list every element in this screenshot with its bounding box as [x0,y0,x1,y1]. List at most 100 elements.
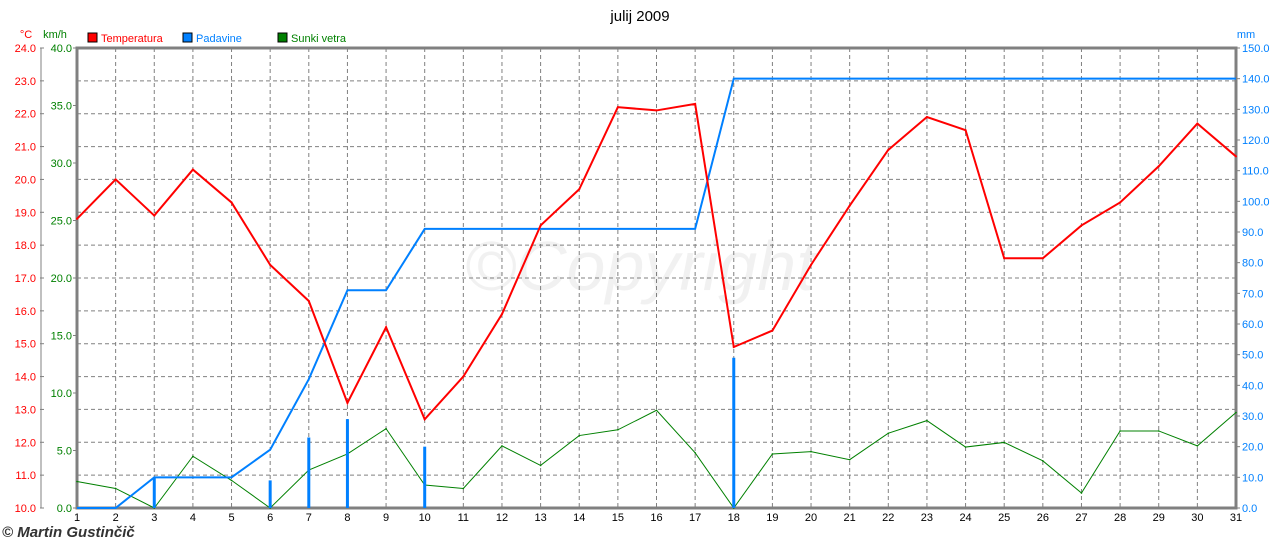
precip-tick-label: 110.0 [1242,166,1269,178]
precip-unit-label: mm [1237,29,1255,41]
precip-tick-label: 10.0 [1242,472,1263,484]
point-temperatura [1080,224,1083,227]
point-sunki-vetra [1119,430,1121,432]
temp-tick-label: 19.0 [15,207,36,219]
x-tick-label: 29 [1153,512,1165,524]
point-temperatura [462,375,465,378]
point-temperatura [346,401,349,404]
point-temperatura [1119,201,1122,204]
temp-tick-label: 20.0 [15,174,36,186]
watermark: ©Copyright [464,227,818,305]
legend-label-temperatura: Temperatura [101,33,164,45]
point-temperatura [1235,155,1237,158]
temp-tick-label: 21.0 [15,142,36,154]
x-tick-label: 6 [267,512,273,524]
wind-tick-label: 5.0 [57,446,72,458]
wind-unit-label: km/h [43,29,67,41]
point-temperatura [269,263,272,266]
point-sunki-vetra [964,446,967,448]
precip-tick-label: 70.0 [1242,288,1263,300]
point-temperatura [771,329,774,332]
precip-tick-label: 130.0 [1242,104,1270,116]
point-sunki-vetra [810,450,812,453]
point-sunki-vetra [1157,430,1160,432]
series-marks [76,77,1237,509]
temp-tick-label: 22.0 [15,109,36,121]
point-temperatura [539,224,542,227]
temp-tick-label: 15.0 [15,339,36,351]
point-sunki-vetra [848,458,851,461]
precip-tick-label: 150.0 [1242,43,1270,55]
point-temperatura [153,214,156,217]
series-line-sunki-vetra [76,409,1237,509]
x-tick-label: 23 [921,512,933,524]
precip-tick-label: 140.0 [1242,74,1270,86]
x-tick-label: 15 [612,512,624,524]
point-sunki-vetra [539,464,542,467]
legend-swatch-temperatura [87,32,98,43]
wind-tick-label: 25.0 [51,216,72,228]
point-temperatura [810,263,813,266]
plot-frame [75,46,1238,510]
precip-tick-label: 80.0 [1242,258,1263,270]
x-tick-label: 12 [496,512,508,524]
point-sunki-vetra [578,434,581,437]
temp-tick-label: 17.0 [15,273,36,285]
precip-tick-label: 100.0 [1242,196,1270,208]
wind-tick-label: 20.0 [51,273,72,285]
point-temperatura [1003,257,1006,260]
point-temperatura [230,201,233,204]
point-sunki-vetra [114,487,117,490]
legend-swatch-padavine [182,32,193,43]
point-temperatura [732,346,735,348]
point-temperatura [887,148,890,151]
x-tick-label: 8 [344,512,350,524]
legend-label-padavine: Padavine [196,33,242,45]
point-sunki-vetra [501,445,503,447]
point-sunki-vetra [230,479,233,482]
wind-tick-label: 10.0 [51,388,72,400]
x-tick-label: 30 [1191,512,1203,524]
point-temperatura [616,106,619,109]
point-temperatura [848,204,851,207]
point-sunki-vetra [1235,411,1237,414]
temp-tick-label: 16.0 [15,306,36,318]
temp-tick-label: 12.0 [15,437,36,449]
point-temperatura [964,129,967,132]
x-tick-label: 11 [458,512,469,524]
point-sunki-vetra [1080,492,1083,494]
temp-tick-label: 18.0 [15,240,36,252]
x-tick-label: 16 [650,512,662,524]
point-sunki-vetra [76,480,78,483]
precip-tick-label: 60.0 [1242,319,1263,331]
point-temperatura [1196,122,1199,125]
x-tick-label: 18 [728,512,740,524]
chart-title: julij 2009 [609,8,669,25]
legend: Temperatura Padavine Sunki vetra [87,32,347,45]
point-temperatura [191,168,194,171]
temp-tick-label: 24.0 [15,43,36,55]
x-tick-label: 5 [228,512,234,524]
temp-tick-label: 13.0 [15,404,36,416]
precip-tick-label: 90.0 [1242,227,1263,239]
x-tick-label: 10 [419,512,431,524]
x-tick-label: 24 [959,512,971,524]
precip-tick-label: 0.0 [1242,503,1257,515]
x-tick-label: 20 [805,512,817,524]
temp-tick-label: 11.0 [15,470,36,482]
wind-tick-label: 0.0 [57,503,72,515]
wind-tick-label: 35.0 [51,101,72,113]
x-tick-label: 1 [74,512,80,524]
x-tick-label: 22 [882,512,894,524]
point-temperatura [500,313,503,316]
credit: © Martin Gustinčič [2,524,135,541]
legend-label-sunki-vetra: Sunki vetra [291,33,347,45]
point-sunki-vetra [887,432,890,435]
temp-tick-label: 10.0 [15,503,36,515]
axes: 1 2 3 4 5 6 7 8 9 10 11 12 13 14 15 16 17 18 19 20 21 22 23 24 2… [15,43,1270,524]
point-sunki-vetra [617,429,619,431]
x-tick-label: 9 [383,512,389,524]
point-sunki-vetra [192,455,194,458]
temp-tick-label: 23.0 [15,76,36,88]
